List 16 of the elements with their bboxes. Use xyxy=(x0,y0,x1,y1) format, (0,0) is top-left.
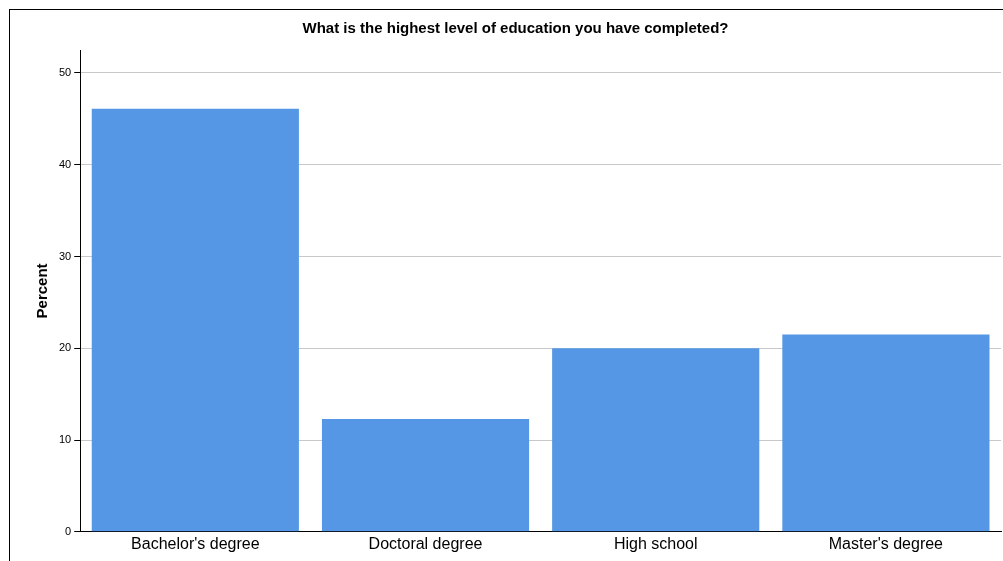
x-tick-label: Bachelor's degree xyxy=(131,534,260,552)
x-tick-label: Doctoral degree xyxy=(368,534,483,552)
y-tick-label: 10 xyxy=(58,433,72,446)
bar xyxy=(91,108,299,532)
y-tick-label: 30 xyxy=(58,249,72,262)
y-tick-label: 20 xyxy=(58,341,72,354)
bar xyxy=(782,334,990,532)
bar xyxy=(552,348,760,532)
x-tick-label: Master's degree xyxy=(828,534,944,552)
y-tick-label: 0 xyxy=(65,524,72,537)
y-tick-label: 40 xyxy=(58,157,72,170)
bar xyxy=(321,418,530,532)
chart-title: What is the highest level of education you have completed? xyxy=(302,19,729,37)
y-tick-label: 50 xyxy=(58,65,72,78)
x-tick-label: High school xyxy=(613,534,698,552)
y-axis-title: Percent xyxy=(33,263,51,319)
